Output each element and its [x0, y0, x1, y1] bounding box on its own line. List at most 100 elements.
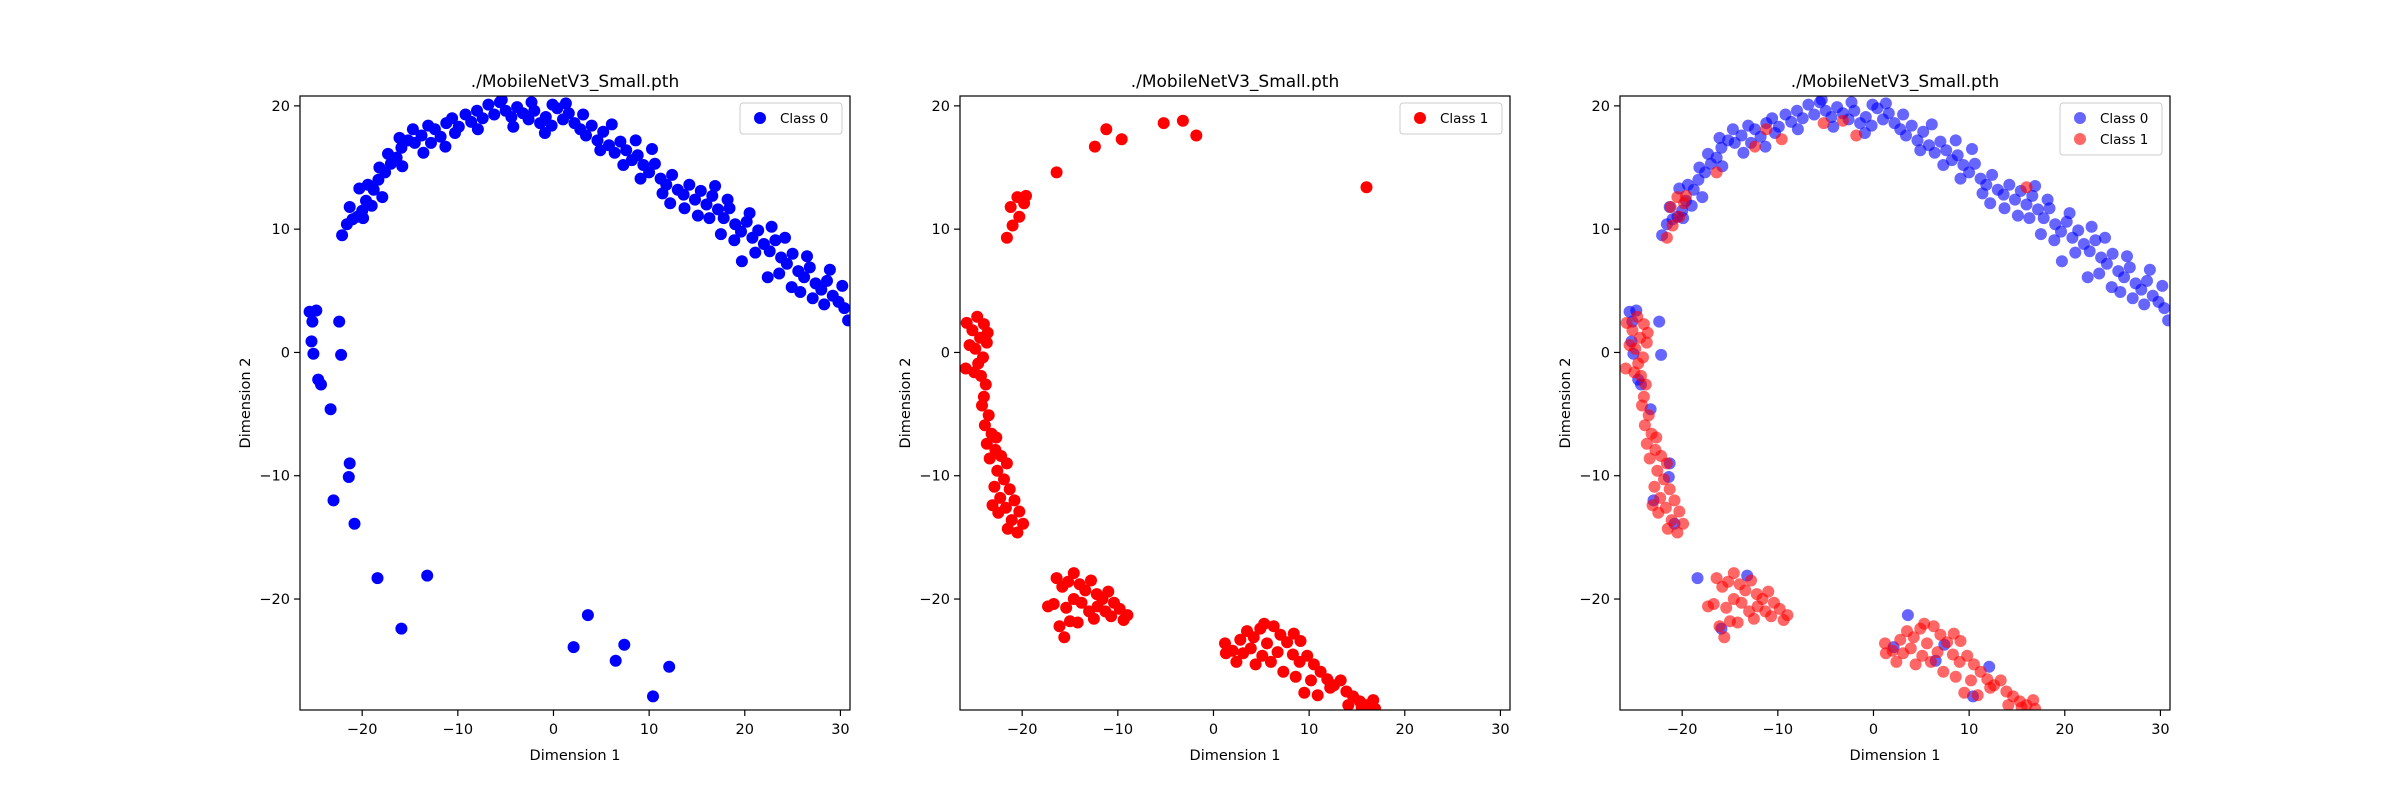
point-class-0-116	[815, 283, 828, 296]
point-class-0-44	[1735, 129, 1748, 142]
point-class-1-19	[1640, 437, 1653, 450]
point-class-0-82	[1940, 144, 1953, 157]
point-class-1-77	[1281, 636, 1294, 649]
point-class-0-150	[1696, 191, 1709, 204]
point-class-0-68	[539, 111, 552, 123]
point-class-0-139	[761, 271, 774, 284]
point-class-0-33	[367, 183, 380, 196]
point-class-1-99	[1355, 701, 1368, 710]
point-class-1-114	[1004, 201, 1017, 213]
point-class-0-163	[1897, 108, 1910, 121]
point-class-1-100	[1305, 674, 1317, 687]
point-class-0-6	[315, 378, 327, 391]
point-class-0-57	[1796, 112, 1809, 125]
point-class-1-59	[1720, 601, 1733, 614]
point-class-0-142	[714, 228, 727, 241]
point-class-0-117	[821, 274, 833, 287]
y-tick-label: 0	[281, 345, 290, 361]
point-class-0-81	[614, 135, 627, 148]
point-class-1-72	[1247, 631, 1260, 644]
point-class-0-153	[2085, 220, 2098, 233]
point-class-0-21	[663, 660, 676, 673]
point-class-0-122	[1815, 96, 1828, 106]
point-class-1-61	[1042, 600, 1054, 613]
point-class-1-21	[1643, 452, 1656, 465]
point-class-1-23	[1660, 457, 1673, 470]
point-class-1-101	[1949, 670, 1962, 683]
point-class-1-24	[991, 464, 1004, 477]
point-class-1-113	[1013, 210, 1026, 223]
point-class-0-153	[765, 220, 778, 233]
point-class-1-84	[1879, 647, 1892, 660]
axes-frame	[959, 95, 1511, 711]
point-class-0-133	[2048, 234, 2061, 247]
point-class-0-17	[581, 609, 594, 622]
point-class-0-102	[735, 225, 747, 238]
point-class-0-135	[2093, 267, 2106, 280]
point-class-0-152	[2063, 207, 2076, 220]
point-class-0-114	[2123, 261, 2136, 274]
point-class-0-150	[376, 191, 389, 204]
point-class-0-8	[333, 315, 346, 328]
x-tick-label: 0	[549, 722, 558, 738]
y-tick-label: −10	[1579, 469, 1610, 485]
point-class-0-125	[1827, 120, 1840, 133]
legend-label: Class 0	[2100, 111, 2148, 127]
point-class-0-141	[806, 292, 819, 305]
point-class-1-27	[1003, 483, 1016, 496]
point-class-1-25	[1658, 473, 1670, 486]
point-class-0-122	[495, 96, 508, 106]
point-class-1-120	[1100, 123, 1113, 136]
point-class-1-40	[1050, 572, 1063, 585]
subplot-2: −20 −10 0 10 20 30 −20 −10 0 10 20 ./MobileNetV3_Sm…	[898, 72, 1511, 764]
point-class-0-16	[395, 622, 408, 635]
point-class-0-160	[1966, 143, 1978, 155]
point-class-1-29	[1668, 494, 1681, 507]
point-class-1-110	[1258, 617, 1271, 630]
point-class-0-92	[677, 188, 690, 201]
point-class-1-16	[982, 409, 995, 422]
point-class-0-117	[2141, 274, 2153, 287]
point-class-1-29	[1008, 494, 1021, 507]
point-class-0-152	[743, 207, 756, 220]
y-tick-label: −10	[259, 469, 290, 485]
point-class-0-42	[1713, 131, 1726, 144]
point-class-0-124	[1791, 123, 1804, 136]
point-class-0-76	[585, 119, 598, 132]
point-class-0-143	[691, 209, 704, 222]
point-class-1-16	[1642, 409, 1655, 422]
point-class-1-72	[1907, 631, 1920, 644]
point-class-1-119	[1748, 140, 1761, 153]
y-tick-label: −20	[1579, 592, 1610, 608]
point-class-0-161	[629, 134, 642, 147]
point-class-1-112	[1666, 219, 1679, 232]
point-class-0-98	[712, 203, 724, 216]
point-class-0-144	[664, 197, 677, 210]
point-class-1-17	[1638, 419, 1651, 432]
y-axis-label: Dimension 2	[1558, 358, 1574, 449]
point-class-0-108	[769, 234, 782, 247]
point-class-0-68	[1859, 111, 1872, 123]
subplot-1: −20 −10 0 10 20 30 −20 −10 0 10 20 ./MobileNetV3_Sm…	[238, 72, 851, 764]
point-class-0-93	[2003, 178, 2016, 191]
point-class-1-67	[1747, 612, 1760, 625]
x-tick-label: −20	[1667, 722, 1698, 738]
point-class-1-14	[972, 357, 985, 370]
point-class-1-63	[1731, 616, 1744, 629]
legend-label: Class 0	[780, 111, 828, 127]
point-class-1-35	[1661, 522, 1674, 535]
point-class-0-97	[2026, 189, 2039, 202]
point-class-0-133	[728, 234, 741, 247]
point-class-1-83	[1264, 655, 1277, 668]
point-class-0-137	[2138, 298, 2151, 311]
x-axis-label: Dimension 1	[1850, 748, 1941, 764]
x-tick-label: −20	[1007, 722, 1038, 738]
point-class-0-12	[327, 494, 340, 507]
subplot-title: ./MobileNetV3_Small.pth	[471, 72, 680, 92]
legend: Class 0 Class 1	[2059, 102, 2163, 156]
point-class-0-84	[1951, 149, 1964, 162]
point-class-0-145	[546, 98, 559, 111]
point-class-1-75	[1927, 620, 1940, 633]
point-class-0-84	[631, 149, 644, 162]
